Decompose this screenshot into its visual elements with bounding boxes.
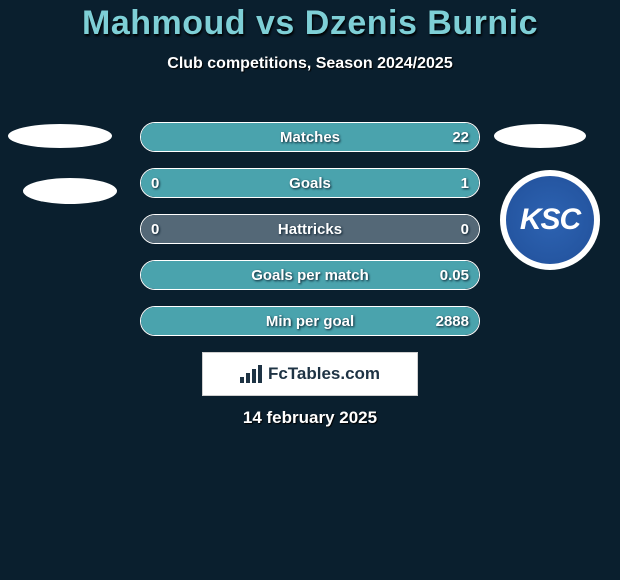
stat-row: Min per goal2888 [140,306,480,336]
stat-label: Goals per match [141,261,479,289]
credits-text: FcTables.com [268,364,380,384]
stat-row: 0Hattricks0 [140,214,480,244]
stats-rows: Matches220Goals10Hattricks0Goals per mat… [140,122,480,352]
credits-box: FcTables.com [202,352,418,396]
stat-row: Goals per match0.05 [140,260,480,290]
bar-chart-icon [240,365,262,383]
stat-label: Matches [141,123,479,151]
stat-value-right: 2888 [436,307,469,335]
stat-value-right: 0.05 [440,261,469,289]
club-crest: KSC [500,170,600,270]
decorative-ellipse [8,124,112,148]
stat-row: Matches22 [140,122,480,152]
stat-label: Goals [141,169,479,197]
stat-row: 0Goals1 [140,168,480,198]
crest-text: KSC [520,203,580,237]
date-label: 14 february 2025 [0,408,620,428]
page-title: Mahmoud vs Dzenis Burnic [0,4,620,43]
stat-label: Hattricks [141,215,479,243]
decorative-ellipse [494,124,586,148]
decorative-ellipse [23,178,117,204]
stat-label: Min per goal [141,307,479,335]
stat-value-right: 22 [452,123,469,151]
stat-value-right: 1 [461,169,469,197]
comparison-infographic: Mahmoud vs Dzenis Burnic Club competitio… [0,0,620,580]
page-subtitle: Club competitions, Season 2024/2025 [0,55,620,73]
stat-value-right: 0 [461,215,469,243]
